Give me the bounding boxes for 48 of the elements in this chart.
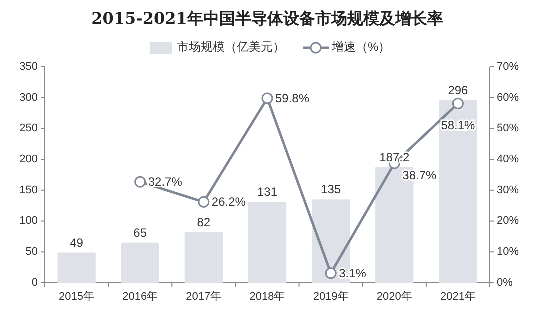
bar (248, 202, 287, 283)
x-tick-label: 2018年 (250, 291, 286, 303)
x-tick-label: 2017年 (186, 291, 222, 303)
point (452, 98, 464, 110)
data-label: 131 (257, 185, 278, 200)
point (262, 92, 274, 104)
y2-tick-label: 20% (497, 215, 520, 228)
y-tick-label: 0 (32, 276, 38, 289)
point (134, 176, 146, 188)
x-tick-label: 2019年 (313, 291, 349, 303)
y2-tick-label: 10% (497, 246, 520, 258)
data-label: 296 (448, 83, 469, 98)
bar (439, 100, 478, 283)
data-label: 49 (70, 236, 84, 250)
bar (121, 242, 160, 283)
y2-tick-label: 30% (497, 184, 520, 196)
bar (184, 232, 223, 283)
y-tick-label: 100 (20, 215, 38, 228)
data-label: 3.1% (339, 266, 367, 280)
y-tick-label: 150 (20, 184, 38, 196)
y-tick-label: 50 (26, 246, 38, 258)
y-tick-label: 300 (20, 92, 38, 104)
data-label: 82 (197, 215, 211, 230)
data-label: 65 (134, 226, 148, 240)
x-tick-label: 2020年 (376, 291, 412, 303)
y2-tick-label: 60% (497, 92, 520, 104)
data-label: 58.1% (441, 118, 476, 133)
data-label: 59.8% (276, 91, 310, 106)
y2-tick-label: 70% (497, 60, 520, 73)
y2-tick-label: 40% (497, 153, 520, 166)
data-label: 32.7% (148, 175, 183, 190)
bar (58, 252, 96, 283)
chart-title: 2015-2021年中国半导体设备市场规模及增长率 (92, 9, 444, 28)
y-tick-label: 200 (20, 153, 38, 166)
x-tick-label: 2016年 (122, 291, 158, 303)
y2-tick-label: 50% (497, 122, 520, 135)
point (198, 196, 210, 208)
data-label: 135 (321, 182, 342, 197)
legend-label: 市场规模（亿美元） (177, 40, 285, 54)
y-tick-label: 250 (20, 122, 38, 135)
y-tick-label: 350 (20, 60, 38, 73)
y2-tick-label: 0% (497, 276, 514, 289)
x-tick-label: 2015年 (59, 291, 95, 303)
legend-label: 增速（%） (331, 40, 391, 54)
point (325, 268, 337, 280)
x-tick-label: 2021年 (440, 291, 476, 303)
data-label: 26.2% (212, 195, 246, 210)
data-label: 38.7% (402, 168, 437, 182)
